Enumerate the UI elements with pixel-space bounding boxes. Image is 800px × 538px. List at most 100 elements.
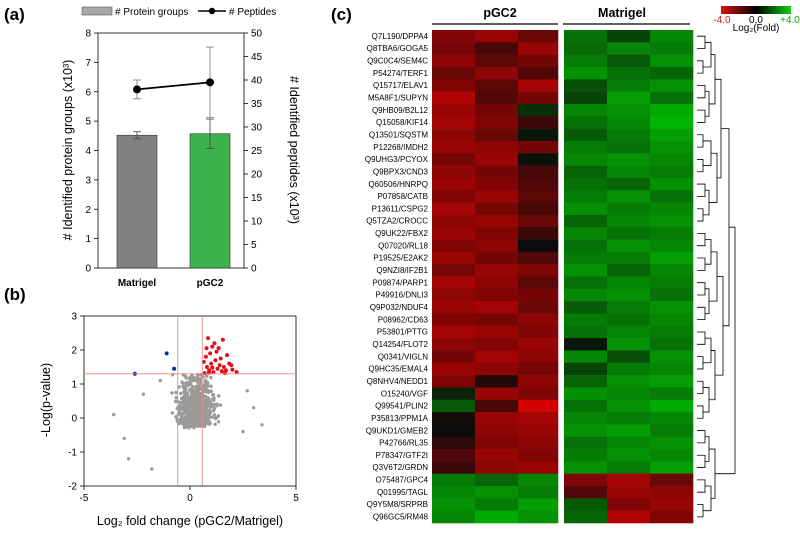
heatmap-row-label: O15240/VGF xyxy=(381,389,428,398)
heatmap-row-label: P09874/PARP1 xyxy=(373,278,429,287)
volcano-point xyxy=(189,395,193,400)
volcano-point-significant xyxy=(201,359,206,364)
dendrogram-branch xyxy=(715,276,724,376)
heatmap-cell xyxy=(518,338,559,351)
heatmap-cell xyxy=(518,190,559,203)
volcano-point-significant xyxy=(217,363,222,368)
volcano-point xyxy=(208,410,213,414)
heatmap-cell xyxy=(650,79,694,92)
heatmap-cell xyxy=(607,338,651,351)
heatmap-cell xyxy=(650,30,694,43)
volcano-point-significant xyxy=(204,346,209,351)
heatmap-cell xyxy=(518,362,559,376)
heatmap-row-label: M5A8F1/SUPYN xyxy=(368,93,428,102)
volcano-point xyxy=(185,380,189,385)
heatmap-cell xyxy=(650,375,694,388)
heatmap-cell xyxy=(518,399,559,413)
heatmap-cell xyxy=(432,424,476,438)
volcano-point xyxy=(216,420,221,424)
heatmap-cell xyxy=(564,362,608,376)
heatmap-row-label: P49916/DNLI3 xyxy=(376,291,429,300)
heatmap-cell xyxy=(518,251,559,265)
volcano-point xyxy=(215,404,219,408)
volcano-point xyxy=(210,393,215,397)
heatmap-cell xyxy=(432,387,476,401)
heatmap-row-label: P19525/E2AK2 xyxy=(373,254,428,263)
b-xtick-label: -5 xyxy=(80,493,89,504)
heatmap-cell xyxy=(475,449,519,462)
volcano-point xyxy=(170,411,175,415)
heatmap-cell xyxy=(475,251,519,265)
heatmap-cell xyxy=(650,54,694,68)
b-xtick-label: 5 xyxy=(293,493,299,504)
legend-bar-swatch xyxy=(81,6,113,16)
heatmap-cell xyxy=(518,436,559,450)
volcano-point-significant xyxy=(225,353,230,358)
heatmap-cell xyxy=(475,412,519,425)
heatmap-cell xyxy=(564,473,608,487)
heatmap-cell xyxy=(432,486,476,499)
volcano-point xyxy=(195,378,199,383)
b-ytick-label: 0 xyxy=(71,414,77,425)
heatmap-cell xyxy=(607,412,651,425)
heatmap-cell xyxy=(475,239,519,253)
volcano-point xyxy=(158,378,163,383)
dendrogram-branch xyxy=(697,405,704,419)
volcano-point xyxy=(202,421,207,426)
a-y2tick-label: 35 xyxy=(251,99,263,110)
dendrogram-branch xyxy=(709,448,716,499)
heatmap-cell xyxy=(564,177,608,191)
heatmap-cell xyxy=(518,42,559,55)
volcano-point xyxy=(189,417,193,421)
heatmap-cell xyxy=(650,510,694,524)
heatmap-cell xyxy=(475,165,519,179)
heatmap-row-label: Q9Y5M8/SRPRB xyxy=(367,500,428,509)
heatmap-cell xyxy=(432,399,476,413)
heatmap-cell xyxy=(650,227,694,240)
legend-peptides: # Peptides xyxy=(229,7,276,18)
heatmap-cell xyxy=(650,313,694,327)
heatmap-cell xyxy=(650,264,694,277)
heatmap-cell xyxy=(475,498,519,511)
heatmap-row-label: Q9UK22/FBX2 xyxy=(375,229,428,238)
heatmap-cell xyxy=(475,325,519,339)
volcano-point xyxy=(174,390,178,395)
volcano-point xyxy=(190,389,195,394)
heatmap-cell xyxy=(607,128,651,142)
dendrogram-branch xyxy=(705,288,710,314)
heatmap-cell xyxy=(650,301,694,314)
heatmap-cell xyxy=(475,202,519,216)
volcano-point xyxy=(174,396,178,400)
heatmap-cell xyxy=(518,486,559,499)
volcano-point-significant xyxy=(220,337,225,342)
panel-label-c: (c) xyxy=(331,5,352,24)
volcano-point-significant xyxy=(210,365,215,370)
volcano-point xyxy=(187,420,192,424)
heatmap-row-label: Q7L190/DPPA4 xyxy=(372,32,429,41)
dendrogram-branch xyxy=(709,350,716,401)
heatmap-cell xyxy=(607,239,651,253)
volcano-point-significant xyxy=(209,361,214,366)
heatmap-cell xyxy=(564,461,608,474)
heatmap-cell xyxy=(518,103,559,117)
volcano-point xyxy=(216,415,220,419)
volcano-point xyxy=(207,419,211,423)
volcano-point xyxy=(205,415,209,419)
volcano-point xyxy=(183,401,187,405)
volcano-point xyxy=(189,381,193,386)
heatmap-cell xyxy=(518,424,559,438)
heatmap-cell xyxy=(518,276,559,290)
heatmap-cell xyxy=(475,313,519,327)
heatmap-cell xyxy=(475,153,519,166)
heatmap-cell xyxy=(607,66,651,80)
volcano-point xyxy=(204,418,208,422)
volcano-point xyxy=(213,422,217,426)
heatmap-row-label: P08962/CD63 xyxy=(378,315,429,324)
heatmap-row-label: Q99541/PLIN2 xyxy=(375,402,428,411)
heatmap-cell xyxy=(518,202,559,216)
dendrogram-branch xyxy=(697,232,706,247)
volcano-point-significant xyxy=(221,365,226,369)
dendrogram-branch xyxy=(703,337,712,364)
heatmap-cell xyxy=(432,461,476,474)
heatmap-cell xyxy=(564,66,608,80)
